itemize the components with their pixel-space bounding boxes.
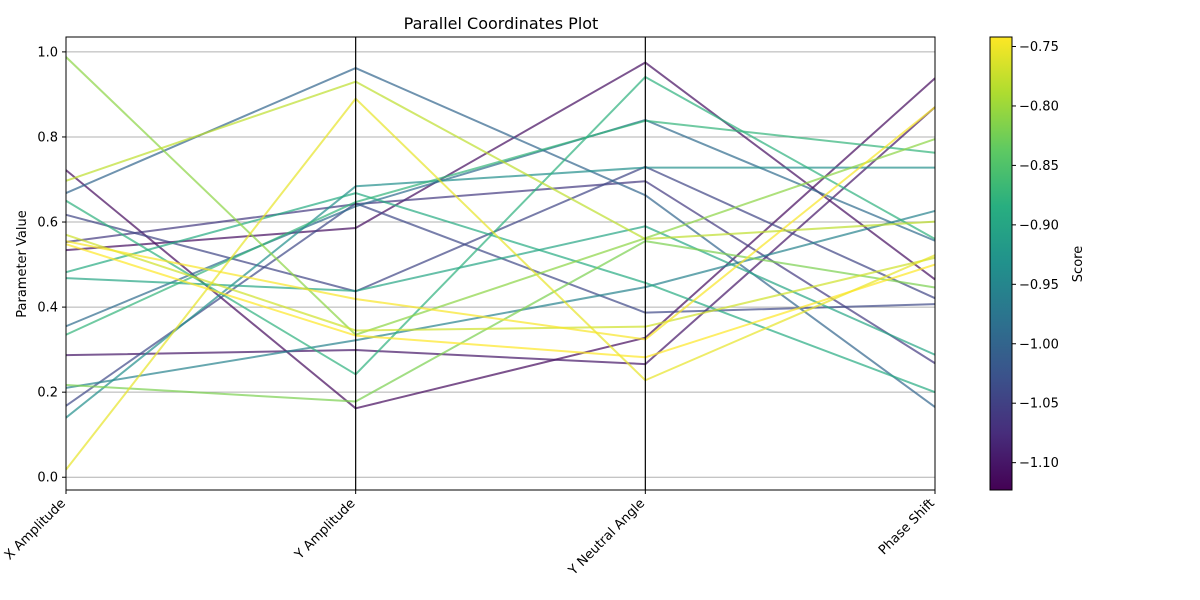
y-tick-label: 1.0 (37, 45, 58, 60)
colorbar-tick-label: −0.85 (1019, 159, 1059, 174)
colorbar-ticks: −0.75 −0.80 −0.85 −0.90 −0.95 −1.00 −1.05 −1.10 (1012, 40, 1059, 471)
series-line-19 (65, 97, 936, 471)
series-line-15 (65, 240, 936, 403)
axis-name-labels: X Amplitude Y Amplitude Y Neutral Angle Pha… (2, 490, 938, 579)
colorbar-tick-label: −1.10 (1019, 456, 1059, 471)
axis-name-label: Y Neutral Angle (565, 496, 648, 579)
colorbar-tick-label: −0.90 (1019, 218, 1059, 233)
series-line-10 (65, 166, 935, 419)
axis-name-label: Y Amplitude (292, 496, 359, 563)
series-line-2 (65, 61, 936, 281)
colorbar-tick-label: −1.05 (1019, 397, 1059, 412)
y-tick-label: 0.2 (37, 386, 58, 401)
y-tick-label: 0.6 (37, 216, 58, 231)
series-line-4 (65, 180, 936, 365)
y-tick-label: 0.8 (37, 130, 58, 145)
series-line-16 (65, 56, 936, 336)
series-line-13 (65, 75, 936, 376)
y-axis-label: Parameter Value (15, 210, 30, 317)
plot-frame (65, 36, 936, 491)
colorbar-tick-label: −0.80 (1019, 99, 1059, 114)
parallel-axes (355, 37, 646, 490)
y-tick-label: 0.0 (37, 471, 58, 486)
series-lines (65, 56, 936, 471)
colorbar-tick-label: −0.95 (1019, 278, 1059, 293)
series-line-8 (65, 118, 936, 328)
series-line-9 (65, 210, 936, 389)
series-line-6 (65, 202, 936, 407)
series-line-1 (65, 77, 936, 410)
colorbar-tick-label: −0.75 (1019, 40, 1059, 55)
colorbar-gradient (989, 36, 1013, 491)
series-line-17 (65, 80, 936, 241)
y-ticks: 0.0 0.2 0.4 0.6 0.8 1.0 (37, 45, 66, 486)
chart-title: Parallel Coordinates Plot (404, 14, 599, 33)
series-line-3 (65, 106, 936, 366)
grid-lines (66, 51, 935, 478)
plot-area: 0.0 0.2 0.4 0.6 0.8 1.0 X Amplitude Y Amplitud… (2, 36, 938, 579)
series-line-21 (65, 243, 936, 359)
series-line-5 (65, 165, 936, 300)
series-line-20 (65, 106, 936, 341)
colorbar-label: Score (1071, 246, 1086, 282)
axis-name-label: Phase Shift (876, 496, 938, 558)
series-line-12 (65, 192, 936, 394)
axis-name-label: X Amplitude (2, 496, 69, 563)
y-tick-label: 0.4 (37, 301, 58, 316)
colorbar: −0.75 −0.80 −0.85 −0.90 −0.95 −1.00 −1.05 −1.10… (989, 36, 1086, 491)
colorbar-tick-label: −1.00 (1019, 337, 1059, 352)
